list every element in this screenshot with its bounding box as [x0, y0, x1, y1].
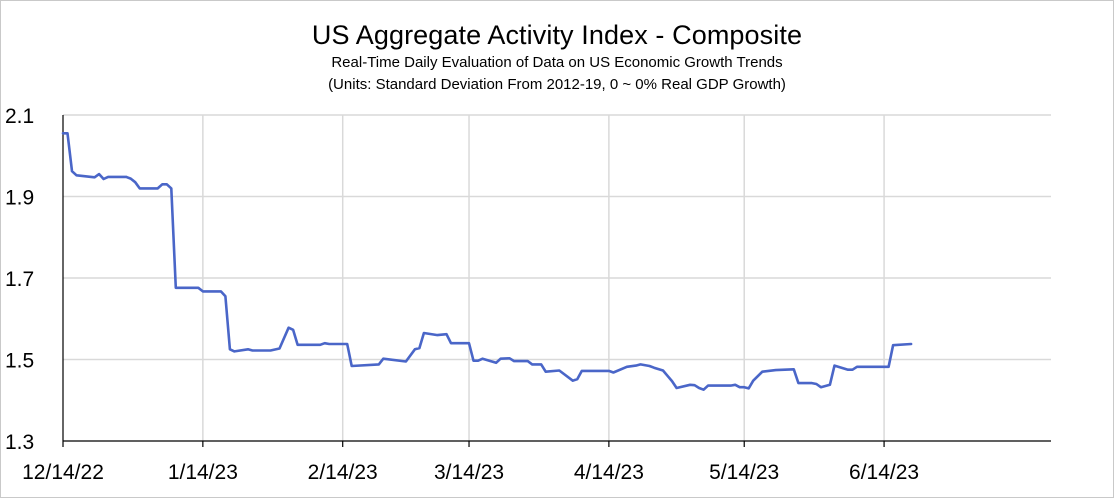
axes	[62, 115, 1051, 447]
y-tick-label: 1.3	[5, 431, 34, 454]
x-tick-labels: 12/14/22 1/14/23 2/14/23 3/14/23 4/14/23 5/14…	[22, 461, 919, 484]
x-tick-label: 4/14/23	[574, 461, 644, 484]
series-line	[61, 132, 913, 392]
y-tick-label: 2.1	[5, 105, 34, 128]
x-tick-label: 5/14/23	[709, 461, 779, 484]
y-tick-label: 1.9	[5, 187, 34, 210]
y-tick-labels: 2.1 1.9 1.7 1.5 1.3	[5, 105, 34, 454]
x-tick-label: 3/14/23	[434, 461, 504, 484]
y-tick-label: 1.7	[5, 268, 34, 291]
x-tick-label: 12/14/22	[22, 461, 104, 484]
y-tick-label: 1.5	[5, 350, 34, 373]
series-group	[61, 132, 913, 392]
chart-units-note: (Units: Standard Deviation From 2012-19,…	[328, 76, 786, 93]
x-tick-label: 1/14/23	[168, 461, 238, 484]
x-tick-label: 6/14/23	[849, 461, 919, 484]
chart-subtitle: Real-Time Daily Evaluation of Data on US…	[331, 54, 783, 71]
x-tick-label: 2/14/23	[308, 461, 378, 484]
chart-title: US Aggregate Activity Index - Composite	[311, 20, 803, 50]
horizontal-gridlines	[63, 114, 1051, 361]
